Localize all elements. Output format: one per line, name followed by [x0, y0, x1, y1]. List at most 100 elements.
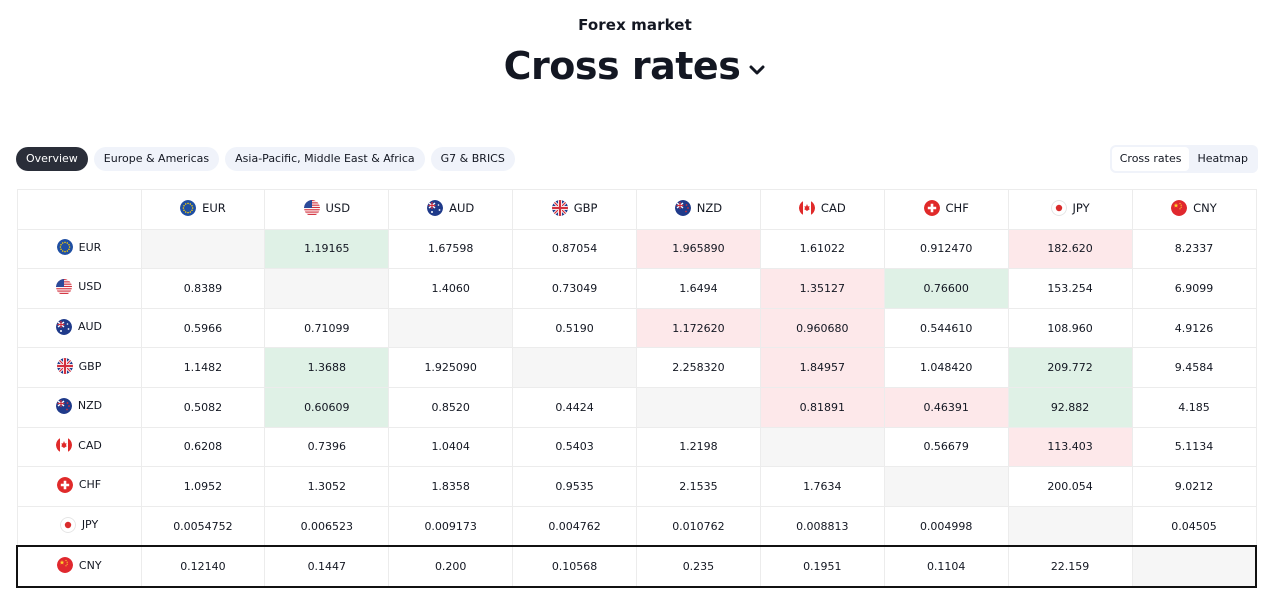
rate-cell-cad-eur[interactable]: 0.6208: [140, 426, 266, 468]
rate-cell-aud-cad[interactable]: 0.960680: [759, 307, 885, 349]
rate-cell-cny-eur[interactable]: 0.12140: [140, 545, 266, 588]
rate-cell-cny-gbp[interactable]: 0.10568: [512, 545, 637, 588]
empty-diagonal-cell: [140, 228, 266, 270]
rate-cell-jpy-aud[interactable]: 0.009173: [388, 505, 514, 547]
heatmap-toggle[interactable]: Heatmap: [1197, 152, 1248, 165]
rate-cell-gbp-cny[interactable]: 9.4584: [1131, 347, 1257, 388]
rate-cell-jpy-chf[interactable]: 0.004998: [883, 505, 1009, 547]
rate-cell-cny-usd[interactable]: 0.1447: [264, 545, 390, 588]
rate-cell-cny-jpy[interactable]: 22.159: [1007, 545, 1133, 588]
rate-cell-usd-eur[interactable]: 0.8389: [140, 268, 266, 309]
rate-cell-usd-aud[interactable]: 1.4060: [388, 268, 514, 309]
row-header-nzd[interactable]: NZD: [16, 386, 142, 428]
row-header-usd[interactable]: USD: [16, 268, 142, 309]
rate-cell-usd-cad[interactable]: 1.35127: [759, 268, 885, 309]
rate-cell-cad-cny[interactable]: 5.1134: [1131, 426, 1257, 468]
rate-cell-gbp-usd[interactable]: 1.3688: [264, 347, 390, 388]
rate-cell-eur-cny[interactable]: 8.2337: [1131, 228, 1257, 270]
ca-flag-icon: [798, 199, 815, 216]
rate-cell-eur-cad[interactable]: 1.61022: [759, 228, 885, 270]
rate-cell-chf-nzd[interactable]: 2.1535: [636, 466, 761, 507]
row-header-jpy[interactable]: JPY: [16, 505, 142, 547]
tab-g7-brics[interactable]: G7 & BRICS: [430, 147, 515, 171]
rate-cell-cad-chf[interactable]: 0.56679: [883, 426, 1009, 468]
rate-cell-cny-cad[interactable]: 0.1951: [759, 545, 885, 588]
rate-cell-cny-chf[interactable]: 0.1104: [883, 545, 1009, 588]
ch-flag-icon: [56, 476, 73, 493]
rate-cell-usd-chf[interactable]: 0.76600: [883, 268, 1009, 309]
column-header-gbp[interactable]: GBP: [512, 189, 637, 230]
rate-cell-chf-aud[interactable]: 1.8358: [388, 466, 514, 507]
rate-cell-aud-cny[interactable]: 4.9126: [1131, 307, 1257, 349]
rate-cell-usd-cny[interactable]: 6.9099: [1131, 268, 1257, 309]
rate-cell-chf-gbp[interactable]: 0.9535: [512, 466, 637, 507]
rate-cell-eur-gbp[interactable]: 0.87054: [512, 228, 637, 270]
rate-cell-jpy-cad[interactable]: 0.008813: [759, 505, 885, 547]
rate-cell-eur-usd[interactable]: 1.19165: [264, 228, 390, 270]
rate-cell-gbp-cad[interactable]: 1.84957: [759, 347, 885, 388]
rate-cell-nzd-aud[interactable]: 0.8520: [388, 386, 514, 428]
rate-cell-jpy-cny[interactable]: 0.04505: [1131, 505, 1257, 547]
rate-cell-gbp-nzd[interactable]: 2.258320: [636, 347, 761, 388]
rate-cell-cad-aud[interactable]: 1.0404: [388, 426, 514, 468]
rate-cell-chf-jpy[interactable]: 200.054: [1007, 466, 1133, 507]
rate-cell-aud-gbp[interactable]: 0.5190: [512, 307, 637, 349]
column-header-nzd[interactable]: NZD: [636, 189, 761, 230]
rate-cell-aud-nzd[interactable]: 1.172620: [636, 307, 761, 349]
rate-cell-cad-usd[interactable]: 0.7396: [264, 426, 390, 468]
column-header-jpy[interactable]: JPY: [1007, 189, 1133, 230]
rate-cell-chf-eur[interactable]: 1.0952: [140, 466, 266, 507]
rate-cell-gbp-chf[interactable]: 1.048420: [883, 347, 1009, 388]
row-header-cny[interactable]: CNY: [16, 545, 142, 588]
rate-cell-nzd-cad[interactable]: 0.81891: [759, 386, 885, 428]
tab-europe-americas[interactable]: Europe & Americas: [93, 147, 220, 171]
tab-overview[interactable]: Overview: [16, 147, 88, 171]
column-header-cad[interactable]: CAD: [759, 189, 885, 230]
rate-cell-cad-gbp[interactable]: 0.5403: [512, 426, 637, 468]
column-header-cny[interactable]: CNY: [1131, 189, 1257, 230]
tab-asia-pacific-middle-east-africa[interactable]: Asia-Pacific, Middle East & Africa: [225, 147, 425, 171]
rate-cell-aud-usd[interactable]: 0.71099: [264, 307, 390, 349]
rate-cell-jpy-usd[interactable]: 0.006523: [264, 505, 390, 547]
rate-cell-jpy-eur[interactable]: 0.0054752: [140, 505, 266, 547]
rate-cell-aud-eur[interactable]: 0.5966: [140, 307, 266, 349]
rate-cell-eur-jpy[interactable]: 182.620: [1007, 228, 1133, 270]
rate-cell-usd-nzd[interactable]: 1.6494: [636, 268, 761, 309]
rate-cell-chf-cny[interactable]: 9.0212: [1131, 466, 1257, 507]
rate-cell-aud-jpy[interactable]: 108.960: [1007, 307, 1133, 349]
rate-cell-cad-jpy[interactable]: 113.403: [1007, 426, 1133, 468]
rate-cell-usd-jpy[interactable]: 153.254: [1007, 268, 1133, 309]
rate-cell-cny-aud[interactable]: 0.200: [388, 545, 514, 588]
rate-cell-cny-nzd[interactable]: 0.235: [636, 545, 761, 588]
row-header-cad[interactable]: CAD: [16, 426, 142, 468]
column-header-usd[interactable]: USD: [264, 189, 390, 230]
rate-cell-chf-cad[interactable]: 1.7634: [759, 466, 885, 507]
rate-cell-gbp-jpy[interactable]: 209.772: [1007, 347, 1133, 388]
rate-cell-cad-nzd[interactable]: 1.2198: [636, 426, 761, 468]
rate-cell-eur-aud[interactable]: 1.67598: [388, 228, 514, 270]
rate-cell-nzd-gbp[interactable]: 0.4424: [512, 386, 637, 428]
column-header-eur[interactable]: EUR: [140, 189, 266, 230]
rate-cell-eur-nzd[interactable]: 1.965890: [636, 228, 761, 270]
row-header-aud[interactable]: AUD: [16, 307, 142, 349]
rate-cell-jpy-gbp[interactable]: 0.004762: [512, 505, 637, 547]
rate-cell-gbp-eur[interactable]: 1.1482: [140, 347, 266, 388]
rate-cell-nzd-cny[interactable]: 4.185: [1131, 386, 1257, 428]
page-title-dropdown[interactable]: Cross rates: [0, 44, 1272, 88]
column-header-aud[interactable]: AUD: [388, 189, 514, 230]
rate-cell-jpy-nzd[interactable]: 0.010762: [636, 505, 761, 547]
rate-cell-nzd-usd[interactable]: 0.60609: [264, 386, 390, 428]
rate-cell-nzd-eur[interactable]: 0.5082: [140, 386, 266, 428]
rate-cell-nzd-jpy[interactable]: 92.882: [1007, 386, 1133, 428]
rate-cell-chf-usd[interactable]: 1.3052: [264, 466, 390, 507]
row-header-gbp[interactable]: GBP: [16, 347, 142, 388]
cross-rates-toggle[interactable]: Cross rates: [1111, 147, 1190, 171]
rate-cell-nzd-chf[interactable]: 0.46391: [883, 386, 1009, 428]
rate-cell-eur-chf[interactable]: 0.912470: [883, 228, 1009, 270]
rate-cell-aud-chf[interactable]: 0.544610: [883, 307, 1009, 349]
row-header-chf[interactable]: CHF: [16, 466, 142, 507]
rate-cell-usd-gbp[interactable]: 0.73049: [512, 268, 637, 309]
column-header-chf[interactable]: CHF: [883, 189, 1009, 230]
rate-cell-gbp-aud[interactable]: 1.925090: [388, 347, 514, 388]
row-header-eur[interactable]: EUR: [16, 228, 142, 270]
